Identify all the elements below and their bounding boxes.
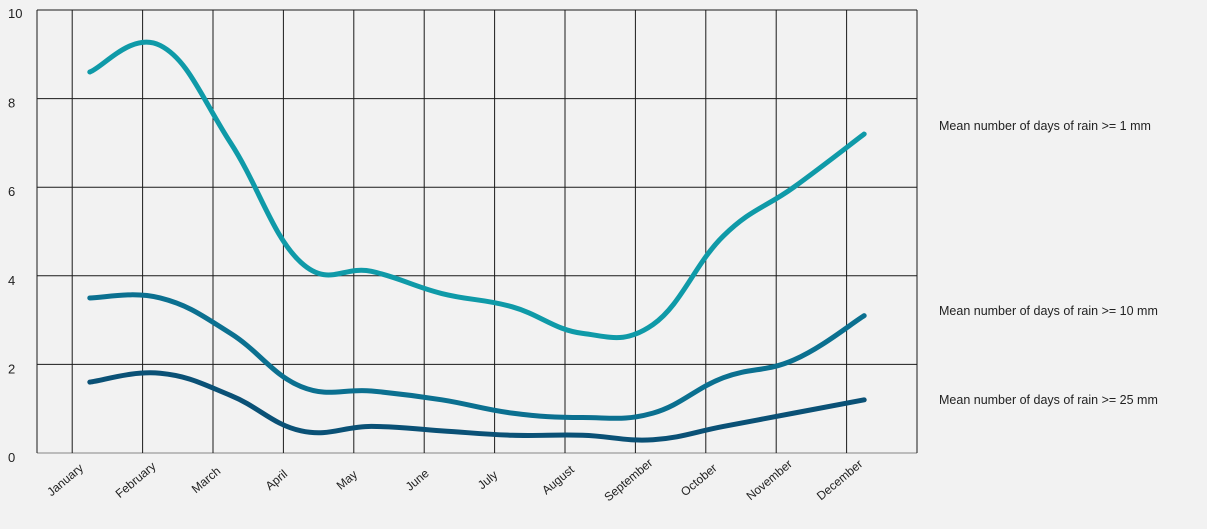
x-tick-label: November — [744, 457, 795, 503]
y-tick-label: 8 — [8, 96, 15, 111]
x-tick-label: February — [113, 459, 159, 501]
x-tick-label: January — [44, 461, 86, 499]
x-tick-label: December — [814, 457, 865, 503]
series-label-1: Mean number of days of rain >= 1 mm — [939, 119, 1151, 133]
y-tick-label: 4 — [8, 273, 15, 288]
series-labels: Mean number of days of rain >= 1 mm Mean … — [939, 119, 1158, 407]
x-tick-label: April — [263, 467, 290, 493]
y-tick-label: 10 — [8, 6, 22, 21]
x-tick-label: May — [334, 467, 360, 492]
series-line-3 — [87, 370, 867, 443]
x-tick-label: August — [539, 462, 577, 497]
x-tick-label: July — [475, 468, 500, 492]
y-tick-label: 6 — [8, 184, 15, 199]
grid — [36, 9, 918, 454]
y-tick-label: 0 — [8, 450, 15, 465]
x-tick-label: June — [403, 466, 432, 494]
x-axis-ticks: January February March April May June July Augu… — [44, 456, 865, 504]
series-lines — [87, 39, 867, 443]
x-tick-label: October — [678, 461, 720, 499]
x-tick-label: September — [601, 456, 655, 504]
series-label-2: Mean number of days of rain >= 10 mm — [939, 304, 1158, 318]
x-tick-label: March — [189, 464, 224, 496]
y-axis-ticks: 0 2 4 6 8 10 — [8, 6, 22, 465]
y-tick-label: 2 — [8, 361, 15, 376]
series-label-3: Mean number of days of rain >= 25 mm — [939, 393, 1158, 407]
series-line-1 — [87, 39, 867, 341]
series-line-2 — [87, 292, 867, 421]
